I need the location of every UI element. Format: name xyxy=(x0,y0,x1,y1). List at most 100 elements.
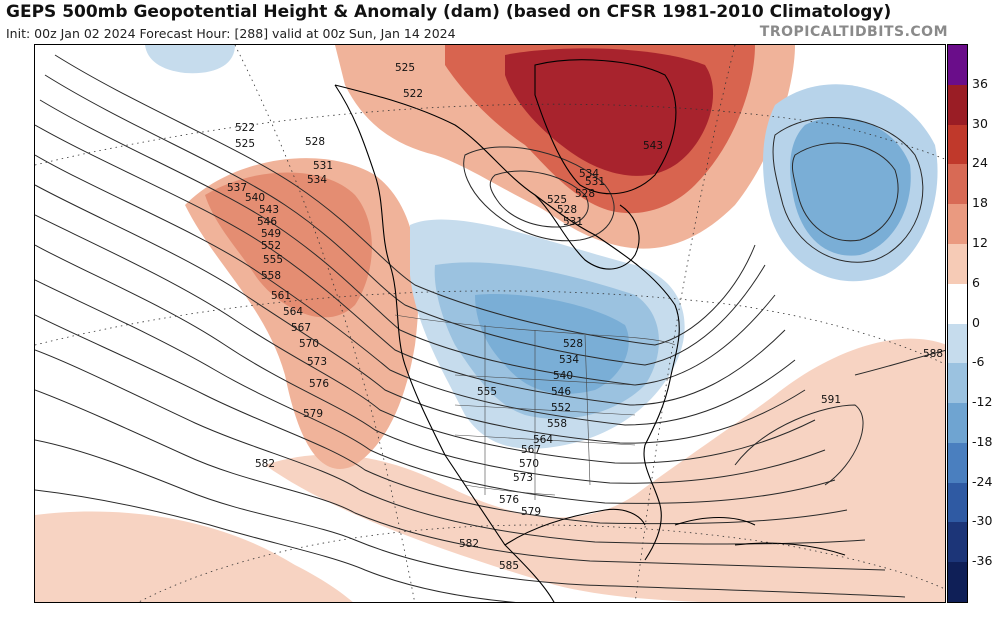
graticule xyxy=(35,45,945,602)
contour-label: 549 xyxy=(261,228,281,240)
colorbar-swatch xyxy=(948,164,967,205)
anomaly-colorbar xyxy=(947,44,968,603)
contour-label: 567 xyxy=(521,444,541,456)
colorbar-label: -30 xyxy=(972,513,993,529)
anomaly-positive-south xyxy=(265,338,945,602)
contour-label: 540 xyxy=(245,192,265,204)
colorbar-swatch xyxy=(948,124,967,165)
contour-line xyxy=(35,439,906,598)
contour-label: 570 xyxy=(299,338,319,350)
contour-label: 534 xyxy=(559,354,579,366)
colorbar-swatch xyxy=(948,442,967,484)
contour-label: 534 xyxy=(307,174,327,186)
contour-label: 537 xyxy=(227,182,247,194)
contour-label: 582 xyxy=(255,458,275,470)
coastline-hudson xyxy=(534,194,640,270)
graticule-line xyxy=(35,290,945,365)
contour-label: 546 xyxy=(257,216,277,228)
colorbar-swatch xyxy=(948,204,967,245)
contour-label: 528 xyxy=(563,338,583,350)
colorbar-label: 30 xyxy=(972,115,988,131)
contour-line xyxy=(791,142,899,242)
contour-line xyxy=(35,279,836,504)
contour-label: 591 xyxy=(821,394,841,406)
contour-label: 555 xyxy=(263,254,283,266)
contour-line xyxy=(35,124,786,406)
contour-label: 528 xyxy=(557,204,577,216)
colorbar-label: 0 xyxy=(972,314,980,330)
contour-label: 564 xyxy=(533,434,553,446)
contour-label: 558 xyxy=(547,418,567,430)
contour-label: 573 xyxy=(307,356,327,368)
colorbar-label: -18 xyxy=(972,433,993,449)
contour-label: 522 xyxy=(403,88,423,100)
border-line xyxy=(464,484,556,496)
contour-label: 546 xyxy=(551,386,571,398)
contour-line xyxy=(35,214,816,464)
anomaly-negative-trough-core xyxy=(475,294,629,394)
coastline-greenland xyxy=(534,59,677,195)
contour-label: 522 xyxy=(235,122,255,134)
contour-line xyxy=(734,404,864,486)
contour-label: 543 xyxy=(643,140,663,152)
contour-line xyxy=(35,184,806,444)
height-contours xyxy=(35,54,945,602)
contour-label: 534 xyxy=(579,168,599,180)
contour-line xyxy=(35,349,866,545)
colorbar-label: -6 xyxy=(972,354,985,370)
coastlines xyxy=(334,59,846,602)
colorbar-label: -12 xyxy=(972,394,993,410)
contour-line xyxy=(35,244,826,484)
chart-title: GEPS 500mb Geopotential Height & Anomaly… xyxy=(6,2,892,22)
contour-label: 531 xyxy=(585,176,605,188)
coastline-caribbean xyxy=(734,542,846,556)
colorbar-swatch xyxy=(948,45,967,86)
contour-label: 531 xyxy=(313,160,333,172)
colorbar-swatch xyxy=(948,363,967,404)
colorbar-label: 12 xyxy=(972,234,988,250)
coastline-cuba xyxy=(674,516,756,526)
colorbar-label: -24 xyxy=(972,473,993,489)
border-line xyxy=(584,334,591,486)
political-borders xyxy=(394,314,676,500)
contour-label: 561 xyxy=(271,290,291,302)
colorbar-label: 36 xyxy=(972,75,988,91)
coastline-gulf xyxy=(504,508,646,546)
contour-label: 582 xyxy=(459,538,479,550)
anomaly-positive-westridge-core xyxy=(205,172,372,318)
contour-label: 540 xyxy=(553,370,573,382)
chart-subtitle: Init: 00z Jan 02 2024 Forecast Hour: [28… xyxy=(6,26,456,41)
map-canvas: 525 522 522 525 528 531 534 537 540 543 … xyxy=(35,45,945,602)
coastline-east xyxy=(594,234,680,561)
contour-label: 552 xyxy=(551,402,571,414)
contour-label: 558 xyxy=(261,270,281,282)
coastline-west xyxy=(334,84,555,602)
colorbar-swatch xyxy=(948,84,967,126)
contour-line xyxy=(35,314,848,525)
colorbar-label: 24 xyxy=(972,155,988,171)
contour-line xyxy=(35,154,796,426)
contour-label: 573 xyxy=(513,472,533,484)
colorbar-label: 6 xyxy=(972,274,980,290)
contour-label: 531 xyxy=(563,216,583,228)
contour-label: 567 xyxy=(291,322,311,334)
colorbar-swatch xyxy=(948,522,967,563)
anomaly-positive-north-core xyxy=(505,48,714,176)
map-panel: 525 522 522 525 528 531 534 537 540 543 … xyxy=(34,44,946,603)
contour-label: 525 xyxy=(395,62,415,74)
contour-label: 564 xyxy=(283,306,303,318)
contour-label: 525 xyxy=(235,138,255,150)
coastline-north xyxy=(334,84,596,236)
contour-label: 579 xyxy=(521,506,541,518)
contour-label: 555 xyxy=(477,386,497,398)
colorbar-label: -36 xyxy=(972,553,993,569)
contour-label: 585 xyxy=(499,560,519,572)
contour-line xyxy=(772,117,924,263)
contour-label: 588 xyxy=(923,348,943,360)
brand-watermark: TROPICALTIDBITS.COM xyxy=(759,24,948,40)
contour-label: 576 xyxy=(309,378,329,390)
colorbar-swatch xyxy=(948,562,967,603)
contour-line xyxy=(54,54,756,346)
border-line xyxy=(394,314,676,346)
colorbar-swatch xyxy=(948,482,967,523)
